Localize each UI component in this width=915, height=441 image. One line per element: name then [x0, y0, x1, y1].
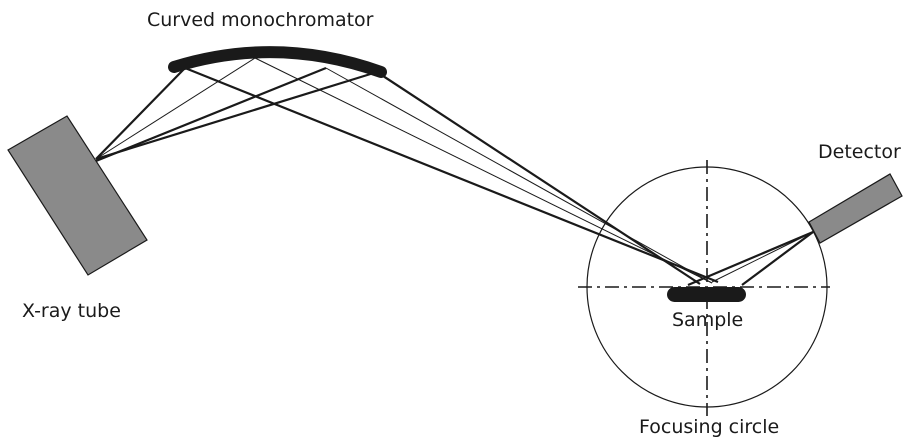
x-ray-tube [7, 115, 148, 276]
incident-beams [95, 57, 378, 163]
focusing-circle-label: Focusing circle [639, 416, 780, 438]
x-ray-tube-label: X-ray tube [22, 300, 121, 322]
monochromatic-beams [184, 57, 719, 285]
sample-label: Sample [672, 309, 744, 331]
monochromator-label: Curved monochromator [147, 9, 374, 31]
detector [808, 173, 903, 244]
curved-monochromator [168, 46, 387, 78]
detector-label: Detector [818, 141, 901, 163]
diffracted-beams [687, 230, 814, 287]
sample [667, 287, 746, 302]
